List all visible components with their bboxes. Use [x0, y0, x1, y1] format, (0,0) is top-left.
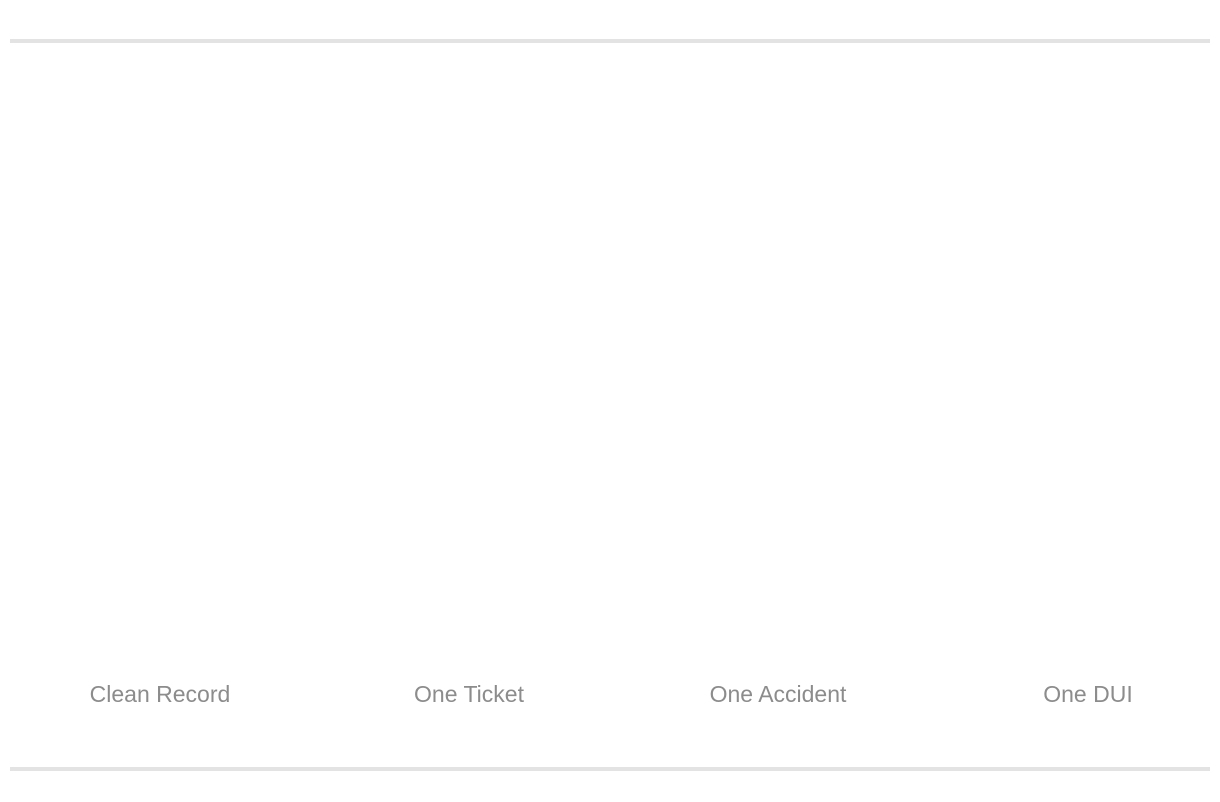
x-category-label: One Accident [710, 681, 847, 707]
top-divider [10, 39, 1210, 43]
x-category-label: Clean Record [90, 681, 231, 707]
x-axis-category-labels: Clean Record One Ticket One Accident One DU… [90, 681, 1133, 707]
bottom-divider [10, 767, 1210, 771]
x-category-label: One Ticket [414, 681, 525, 707]
x-category-label: One DUI [1043, 681, 1132, 707]
